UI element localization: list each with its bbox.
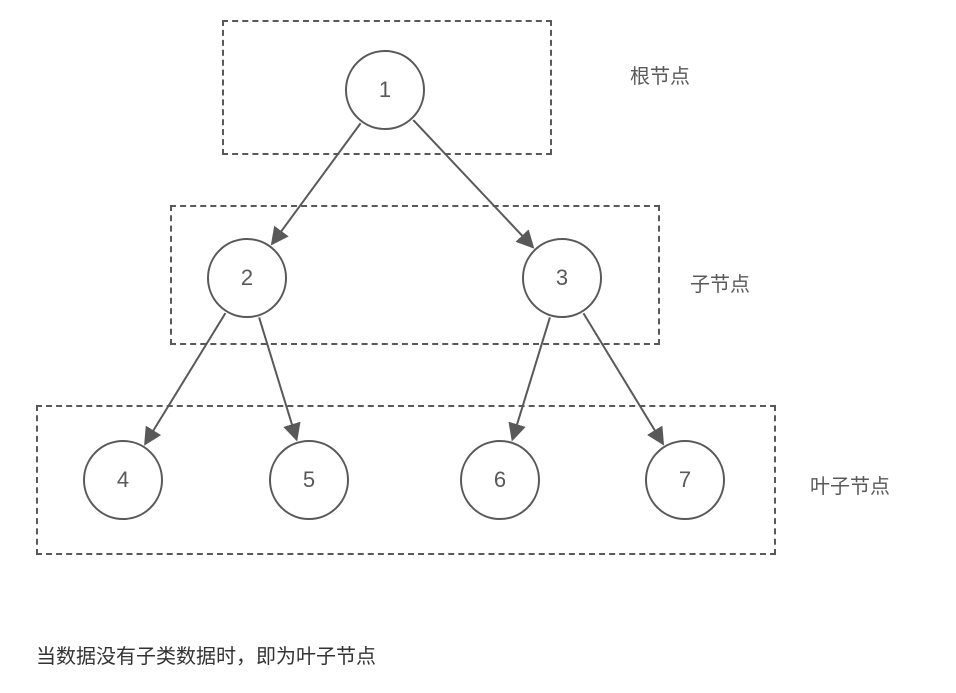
tree-node-3: 3 (522, 238, 602, 318)
tree-node-1: 1 (345, 50, 425, 130)
group-label-leaf: 叶子节点 (810, 470, 890, 499)
tree-diagram: 根节点子节点叶子节点 1 2 3 4 5 6 7 当数据没有子类数据时，即为叶子节点 (0, 0, 956, 693)
tree-node-2: 2 (207, 238, 287, 318)
diagram-caption: 当数据没有子类数据时，即为叶子节点 (36, 640, 376, 669)
tree-node-5: 5 (269, 440, 349, 520)
group-label-root: 根节点 (630, 60, 690, 89)
group-label-child: 子节点 (690, 268, 750, 297)
tree-node-7: 7 (645, 440, 725, 520)
tree-node-6: 6 (460, 440, 540, 520)
tree-node-4: 4 (83, 440, 163, 520)
